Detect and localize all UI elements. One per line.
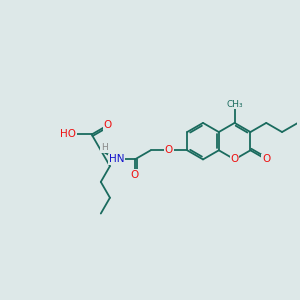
Text: HO: HO bbox=[60, 130, 76, 140]
Text: O: O bbox=[165, 145, 173, 155]
Text: HN: HN bbox=[109, 154, 124, 164]
Text: O: O bbox=[230, 154, 239, 164]
Text: H: H bbox=[101, 143, 108, 152]
Text: CH₃: CH₃ bbox=[226, 100, 243, 109]
Text: O: O bbox=[262, 154, 270, 164]
Text: O: O bbox=[103, 120, 112, 130]
Text: O: O bbox=[131, 170, 139, 180]
